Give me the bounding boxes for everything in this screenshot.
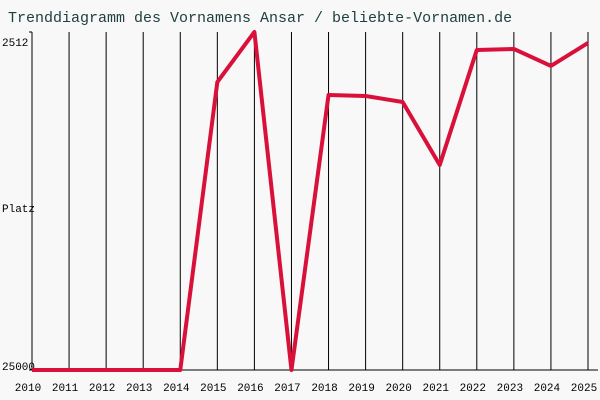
x-tick-label: 2015 xyxy=(200,383,226,395)
y-axis-label: Platz xyxy=(2,204,35,216)
x-tick-label: 2012 xyxy=(89,383,115,395)
x-tick-label: 2021 xyxy=(423,383,450,395)
x-tick-label: 2019 xyxy=(348,383,374,395)
x-tick-label: 2014 xyxy=(163,383,190,395)
x-tick-label: 2013 xyxy=(126,383,152,395)
x-tick-label: 2011 xyxy=(52,383,79,395)
data-line xyxy=(32,30,590,372)
x-tick-label: 2018 xyxy=(311,383,337,395)
x-tick-label: 2025 xyxy=(571,383,597,395)
x-tick-label: 2020 xyxy=(385,383,411,395)
x-tick-label: 2022 xyxy=(460,383,486,395)
x-tick-label: 2016 xyxy=(237,383,263,395)
x-tick-label: 2010 xyxy=(15,383,41,395)
x-tick-label: 2024 xyxy=(534,383,561,395)
y-tick-label: 25000 xyxy=(2,362,35,374)
y-tick-label: 2512 xyxy=(2,38,28,50)
x-tick-label: 2017 xyxy=(274,383,300,395)
x-tick-label: 2023 xyxy=(497,383,523,395)
chart-title: Trenddiagramm des Vornamens Ansar / beli… xyxy=(8,10,512,27)
